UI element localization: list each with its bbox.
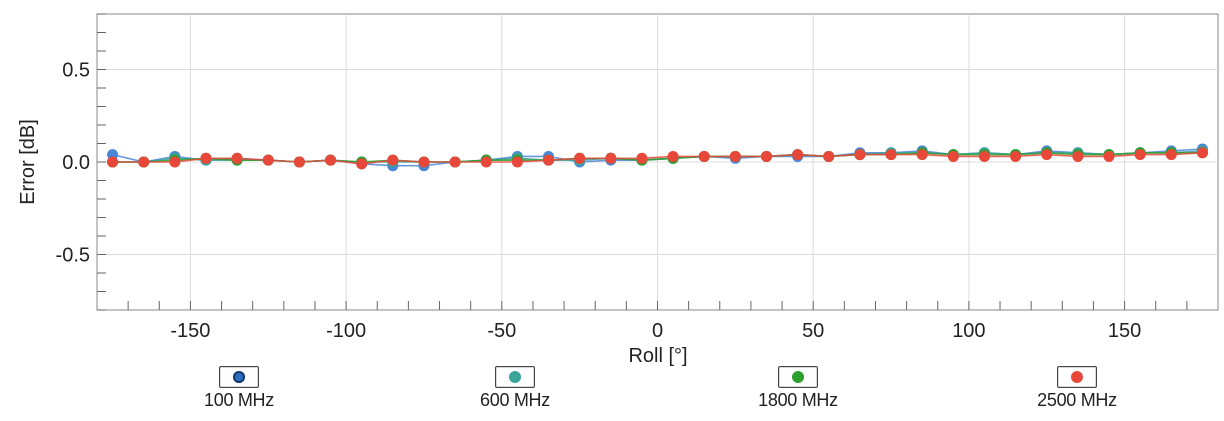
point-s3-34 <box>1165 149 1177 161</box>
x-axis-ticks: -150 -100 -50 0 50 100 150 <box>170 320 1141 342</box>
point-s3-21 <box>760 150 772 162</box>
point-s3-14 <box>543 154 555 166</box>
y-tick-label-2: 0.5 <box>62 60 90 82</box>
x-axis-label: Roll [°] <box>628 345 687 366</box>
grid-lines <box>97 14 1218 310</box>
legend-item-600mhz[interactable]: 600 MHz <box>445 366 585 411</box>
point-s3-13 <box>511 156 523 168</box>
y-tick-label-1: 0.0 <box>62 152 90 174</box>
point-s3-31 <box>1072 150 1084 162</box>
point-s3-1 <box>138 156 150 168</box>
point-s3-2 <box>169 156 181 168</box>
point-s3-23 <box>823 150 835 162</box>
y-axis-ticks: -0.5 0.0 0.5 <box>56 60 90 267</box>
legend-label-2500mhz: 2500 MHz <box>1037 390 1117 410</box>
x-tick-label-2: -50 <box>487 320 516 342</box>
point-s3-20 <box>729 150 741 162</box>
chart-canvas: -150 -100 -50 0 50 100 150 -0.5 0.0 0.5 Roll [°]… <box>17 13 1219 366</box>
point-s3-24 <box>854 149 866 161</box>
x-tick-label-5: 100 <box>952 320 985 342</box>
x-tick-label-1: -100 <box>326 320 366 342</box>
point-s3-27 <box>947 150 959 162</box>
point-s3-3 <box>200 152 212 164</box>
legend-item-1800mhz[interactable]: 1800 MHz <box>728 366 868 411</box>
point-s3-6 <box>293 156 305 168</box>
point-s3-25 <box>885 149 897 161</box>
point-s3-30 <box>1041 149 1053 161</box>
x-tick-label-4: 50 <box>802 320 824 342</box>
legend-swatch-1800mhz <box>778 366 818 388</box>
point-s3-15 <box>574 152 586 164</box>
legend-item-100mhz[interactable]: 100 MHz <box>169 366 309 411</box>
point-s3-19 <box>698 150 710 162</box>
y-axis-label: Error [dB] <box>17 119 39 205</box>
x-tick-label-0: -150 <box>170 320 210 342</box>
point-s3-26 <box>916 149 928 161</box>
legend-label-100mhz: 100 MHz <box>204 390 274 410</box>
point-s3-16 <box>605 152 617 164</box>
legend: 100 MHz 600 MHz 1800 MHz 2500 MHz <box>0 366 1224 421</box>
point-s3-11 <box>449 156 461 168</box>
x-tick-label-3: 0 <box>652 320 663 342</box>
x-tick-label-6: 150 <box>1108 320 1141 342</box>
legend-label-1800mhz: 1800 MHz <box>758 390 838 410</box>
minor-ticks <box>97 13 1188 311</box>
legend-swatch-600mhz <box>495 366 535 388</box>
point-s3-12 <box>480 156 492 168</box>
series-points <box>107 143 1208 172</box>
legend-item-2500mhz[interactable]: 2500 MHz <box>1007 366 1147 411</box>
legend-swatch-2500mhz <box>1057 366 1097 388</box>
point-s3-17 <box>636 152 648 164</box>
point-s3-9 <box>387 154 399 166</box>
point-s3-35 <box>1196 147 1208 159</box>
legend-swatch-100mhz <box>219 366 259 388</box>
point-s3-8 <box>356 158 368 170</box>
point-s3-29 <box>1010 150 1022 162</box>
point-s3-28 <box>978 150 990 162</box>
point-s3-10 <box>418 156 430 168</box>
legend-label-600mhz: 600 MHz <box>480 390 550 410</box>
point-s3-32 <box>1103 150 1115 162</box>
point-s3-0 <box>107 156 119 168</box>
point-s3-18 <box>667 150 679 162</box>
y-tick-label-0: -0.5 <box>56 245 90 267</box>
point-s3-7 <box>325 154 337 166</box>
point-s3-22 <box>792 149 804 161</box>
point-s3-4 <box>231 152 243 164</box>
point-s3-33 <box>1134 149 1146 161</box>
point-s3-5 <box>262 154 274 166</box>
